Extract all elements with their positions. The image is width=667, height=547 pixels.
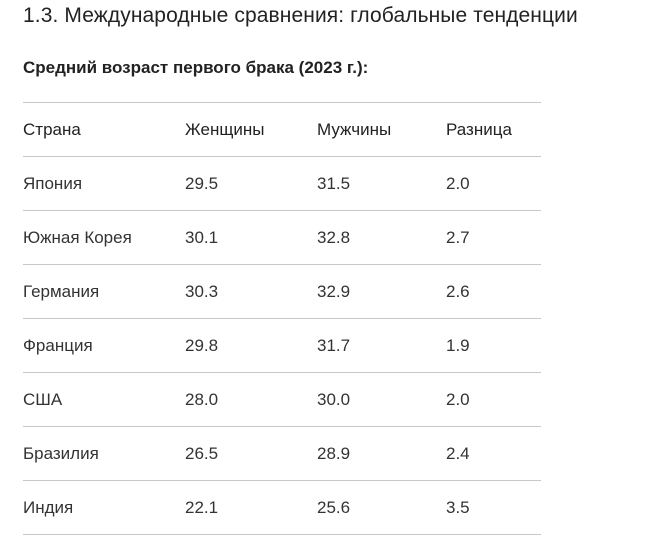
cell-men: 31.7: [317, 335, 351, 355]
cell-difference: 2.6: [446, 281, 470, 301]
cell-women: 28.0: [185, 389, 219, 409]
cell-difference: 2.0: [446, 173, 470, 193]
cell-women: 30.1: [185, 227, 219, 247]
cell-difference: 2.0: [446, 389, 470, 409]
table-row: Индия 22.1 25.6 3.5: [23, 481, 541, 535]
cell-difference: 2.4: [446, 443, 470, 463]
cell-men: 32.8: [317, 227, 351, 247]
cell-men: 32.9: [317, 281, 351, 301]
table-caption: Средний возраст первого брака (2023 г.):: [23, 58, 369, 77]
table-row: Южная Корея 30.1 32.8 2.7: [23, 211, 541, 265]
cell-difference: 2.7: [446, 227, 470, 247]
cell-country: Южная Корея: [23, 227, 132, 247]
table-body: Япония 29.5 31.5 2.0 Южная Корея 30.1 32…: [23, 157, 541, 535]
table-row: Германия 30.3 32.9 2.6: [23, 265, 541, 319]
table-row: Франция 29.8 31.7 1.9: [23, 319, 541, 373]
cell-country: Япония: [23, 173, 83, 193]
table-row: Бразилия 26.5 28.9 2.4: [23, 427, 541, 481]
section-title: 1.3. Международные сравнения: глобальные…: [23, 4, 578, 27]
table-header-row: Страна Женщины Мужчины Разница: [23, 102, 541, 157]
cell-country: США: [23, 389, 63, 409]
cell-men: 31.5: [317, 173, 351, 193]
cell-women: 26.5: [185, 443, 219, 463]
cell-difference: 3.5: [446, 497, 470, 517]
cell-women: 30.3: [185, 281, 219, 301]
cell-country: Бразилия: [23, 443, 99, 463]
table-row: Япония 29.5 31.5 2.0: [23, 157, 541, 211]
cell-country: Франция: [23, 335, 93, 355]
marriage-age-table: Страна Женщины Мужчины Разница Япония 29…: [23, 102, 541, 535]
cell-women: 22.1: [185, 497, 219, 517]
cell-country: Индия: [23, 497, 74, 517]
table-header: Страна Женщины Мужчины Разница: [23, 102, 541, 157]
cell-women: 29.8: [185, 335, 219, 355]
header-difference: Разница: [446, 119, 512, 139]
cell-men: 25.6: [317, 497, 351, 517]
cell-women: 29.5: [185, 173, 219, 193]
cell-men: 28.9: [317, 443, 351, 463]
header-country: Страна: [23, 119, 81, 139]
cell-country: Германия: [23, 281, 100, 301]
header-women: Женщины: [185, 119, 265, 139]
table-row: США 28.0 30.0 2.0: [23, 373, 541, 427]
cell-difference: 1.9: [446, 335, 470, 355]
cell-men: 30.0: [317, 389, 351, 409]
header-men: Мужчины: [317, 119, 392, 139]
